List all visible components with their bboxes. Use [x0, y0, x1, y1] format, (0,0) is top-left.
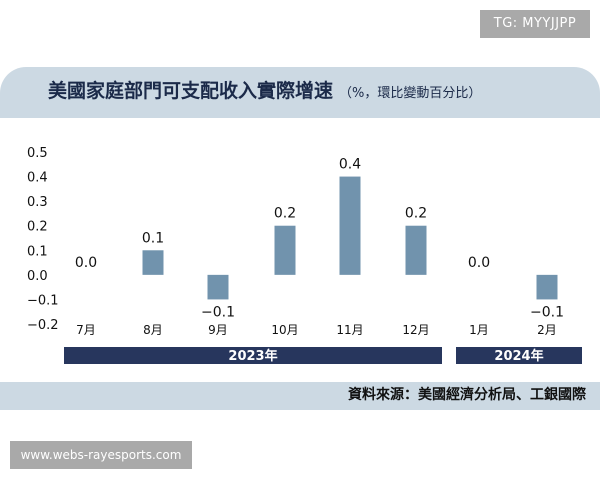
chart-title: 美國家庭部門可支配收入實際增速 （%，環比變動百分比） [48, 76, 481, 103]
year-band [456, 347, 582, 364]
y-tick-label: 0.5 [27, 146, 48, 161]
data-label: 0.2 [405, 206, 427, 222]
bar [339, 176, 361, 275]
y-tick-label: 0.3 [27, 195, 48, 210]
data-label: 0.0 [468, 255, 490, 271]
x-tick-label: 7月 [76, 323, 96, 337]
year-band [64, 347, 442, 364]
website-watermark: www.webs-rayesports.com [10, 441, 192, 469]
y-tick-label: 0.0 [27, 269, 48, 284]
bar-chart: 0.5 0.4 0.3 0.2 0.1 0.0 −0.1 −0.2 0.0 7月 0.1 8月 −0.1… [27, 146, 582, 364]
x-tick-label: 2月 [537, 323, 557, 337]
source-note: 資料來源：美國經濟分析局、工銀國際 [348, 387, 586, 403]
data-label: 0.1 [142, 230, 164, 246]
data-label: 0.0 [75, 255, 97, 271]
data-label: 0.4 [339, 157, 361, 173]
y-tick-label: 0.2 [27, 220, 48, 235]
data-label: −0.1 [201, 304, 235, 320]
year-label: 2024年 [494, 348, 543, 364]
chart-title-text: 美國家庭部門可支配收入實際增速 [48, 80, 334, 102]
x-tick-label: 11月 [336, 323, 363, 337]
chart-unit-note: （%，環比變動百分比） [339, 86, 482, 101]
x-tick-label: 9月 [208, 323, 228, 337]
x-tick-label: 10月 [271, 323, 298, 337]
tg-watermark: TG: MYYJJPP [480, 10, 590, 38]
data-label: 0.2 [274, 206, 296, 222]
data-label: −0.1 [530, 304, 564, 320]
x-tick-label: 8月 [143, 323, 163, 337]
y-tick-label: −0.2 [27, 318, 59, 333]
x-tick-label: 12月 [402, 323, 429, 337]
bar [207, 274, 229, 300]
bar [274, 225, 296, 275]
y-tick-label: −0.1 [27, 293, 59, 308]
x-tick-label: 1月 [469, 323, 489, 337]
year-label: 2023年 [228, 348, 277, 364]
y-tick-label: 0.4 [27, 171, 48, 186]
bar [405, 225, 427, 275]
y-tick-label: 0.1 [27, 244, 48, 259]
bar [536, 274, 558, 300]
plot-area: 0.5 0.4 0.3 0.2 0.1 0.0 −0.1 −0.2 0.0 7月 0.1 8月 −0.1… [0, 118, 600, 382]
bar [142, 250, 164, 275]
